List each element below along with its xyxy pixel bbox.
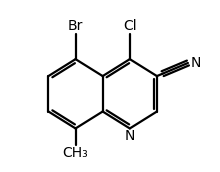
- Text: N: N: [125, 129, 135, 143]
- Text: N: N: [190, 56, 201, 70]
- Text: Cl: Cl: [123, 19, 137, 33]
- Text: Br: Br: [68, 19, 83, 33]
- Text: CH₃: CH₃: [63, 146, 88, 160]
